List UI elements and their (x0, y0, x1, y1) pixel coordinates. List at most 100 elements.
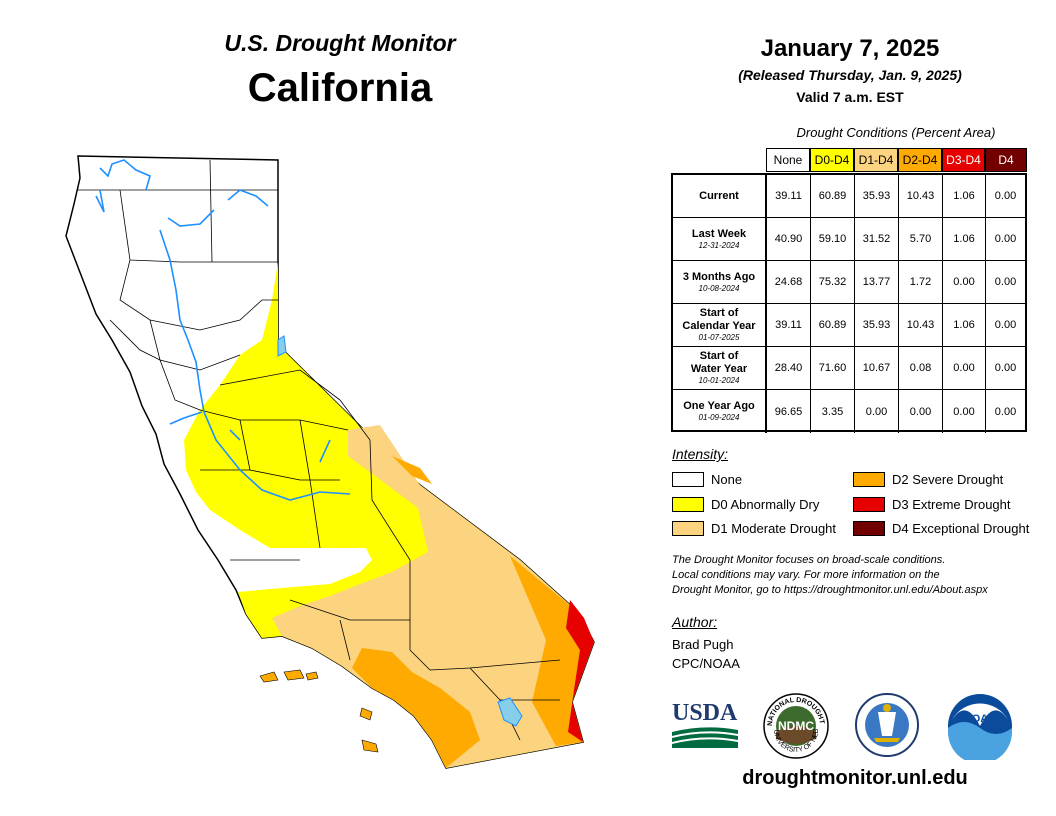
map-date: January 7, 2025 (760, 35, 940, 62)
table-row-current: Current 39.11 60.89 35.93 10.43 1.06 0.0… (673, 175, 1025, 218)
commerce-seal-logo (855, 693, 919, 757)
rivers (95, 159, 351, 501)
legend-label-none: None (711, 472, 743, 487)
table-cell: 0.00 (855, 390, 899, 433)
region-title: California (247, 66, 433, 110)
table-cell: 0.08 (899, 347, 943, 389)
salton-sea (497, 697, 523, 727)
table-cell: 39.11 (767, 175, 811, 217)
table-cell: 5.70 (899, 218, 943, 260)
noaa-logo: NOAA (948, 694, 1012, 760)
table-cell: 35.93 (855, 175, 899, 217)
table-cell: 28.40 (767, 347, 811, 389)
legend-swatch-d3 (853, 497, 885, 512)
row-date: 10-01-2024 (698, 376, 740, 385)
legend-label-d0: D0 Abnormally Dry (711, 497, 820, 512)
row-label: 3 Months Ago (682, 270, 756, 283)
col-header-d3-d4: D3-D4 (942, 148, 985, 172)
row-label: Last Week (691, 227, 747, 240)
row-label: Start of Water Year (690, 350, 748, 375)
legend-swatch-d1 (672, 521, 704, 536)
table-cell: 1.06 (943, 304, 986, 346)
table-cell: 0.00 (943, 347, 986, 389)
row-label: Start of Calendar Year (682, 307, 756, 332)
col-header-d4: D4 (985, 148, 1027, 172)
table-cell: 60.89 (811, 175, 855, 217)
d2-severe-drought-north (392, 456, 432, 484)
author-name: Brad Pugh (672, 637, 734, 652)
d2-severe-drought-south (352, 648, 480, 768)
author-org: CPC/NOAA (672, 656, 740, 671)
table-cell: 39.11 (767, 304, 811, 346)
legend-swatch-d4 (853, 521, 885, 536)
note-line-2: Local conditions may vary. For more info… (672, 569, 940, 581)
d1-moderate-drought-area (272, 425, 594, 768)
table-row-start-water-year: Start of Water Year 10-01-2024 28.40 71.6… (673, 347, 1025, 390)
row-date: 01-07-2025 (698, 333, 740, 342)
table-cell: 0.00 (943, 261, 986, 303)
table-cell: 0.00 (994, 233, 1017, 245)
channel-islands (259, 669, 379, 753)
legend-label-d2: D2 Severe Drought (892, 472, 1004, 487)
table-cell: 31.52 (855, 218, 899, 260)
table-cell: 35.93 (855, 304, 899, 346)
lake-tahoe (277, 335, 287, 357)
release-date: (Released Thursday, Jan. 9, 2025) (738, 67, 962, 83)
legend-label-d3: D3 Extreme Drought (892, 497, 1011, 512)
table-cell: 40.90 (767, 218, 811, 260)
table-cell: 10.67 (855, 347, 899, 389)
table-cell: 0.00 (943, 390, 986, 433)
usda-logo-text: USDA (672, 700, 738, 726)
legend-swatch-none (672, 472, 704, 487)
legend-label-d1: D1 Moderate Drought (711, 521, 837, 536)
col-header-d0-d4: D0-D4 (810, 148, 854, 172)
table-cell: 0.00 (994, 319, 1017, 331)
monitor-title: U.S. Drought Monitor (224, 30, 456, 56)
ndmc-logo-text: NDMC (778, 719, 814, 733)
legend-swatch-d2 (853, 472, 885, 487)
legend-swatch-d0 (672, 497, 704, 512)
table-cell: 1.72 (899, 261, 943, 303)
table-cell: 10.43 (899, 304, 943, 346)
col-header-d1-d4: D1-D4 (854, 148, 898, 172)
disclaimer-note: The Drought Monitor focuses on broad-sca… (672, 553, 1052, 598)
table-cell: 1.06 (943, 218, 986, 260)
conditions-table: Current 39.11 60.89 35.93 10.43 1.06 0.0… (671, 173, 1027, 433)
d3-extreme-drought-area (566, 600, 594, 742)
table-cell: 0.00 (994, 190, 1017, 202)
website-url[interactable]: droughtmonitor.unl.edu (742, 767, 968, 789)
table-cell: 13.77 (855, 261, 899, 303)
col-header-d2-d4: D2-D4 (898, 148, 942, 172)
table-cell: 0.00 (994, 405, 1017, 418)
table-cell: 59.10 (811, 218, 855, 260)
note-line-1: The Drought Monitor focuses on broad-sca… (672, 554, 946, 566)
table-cell: 71.60 (811, 347, 855, 389)
table-row-one-year-ago: One Year Ago 01-09-2024 96.65 3.35 0.00 0… (673, 390, 1025, 433)
table-cell: 0.00 (994, 362, 1017, 374)
table-cell: 0.00 (899, 390, 943, 433)
table-cell: 3.35 (811, 390, 855, 433)
table-cell: 1.06 (943, 175, 986, 217)
note-line-3: Drought Monitor, go to https://droughtmo… (672, 584, 988, 596)
table-cell: 10.43 (899, 175, 943, 217)
legend-label-d4: D4 Exceptional Drought (892, 521, 1030, 536)
row-date: 01-09-2024 (698, 413, 740, 422)
row-date: 10-08-2024 (698, 283, 740, 293)
author-title: Author: (672, 614, 718, 630)
table-row-last-week: Last Week 12-31-2024 40.90 59.10 31.52 5.… (673, 218, 1025, 261)
table-row-3-months-ago: 3 Months Ago 10-08-2024 24.68 75.32 13.77… (673, 261, 1025, 304)
conditions-caption: Drought Conditions (Percent Area) (796, 125, 996, 140)
table-cell: 96.65 (767, 390, 811, 433)
table-row-start-calendar-year: Start of Calendar Year 01-07-2025 39.11 6… (673, 304, 1025, 347)
county-boundaries (78, 159, 561, 741)
col-header-none: None (766, 148, 810, 172)
table-cell: 60.89 (811, 304, 855, 346)
ndmc-logo: NATIONAL DROUGHT MITIGATION CENTER UNIVE… (762, 692, 829, 759)
row-label: One Year Ago (683, 400, 755, 412)
usda-logo: USDA (672, 700, 738, 750)
table-cell: 0.00 (994, 276, 1017, 288)
usda-field-icon (672, 727, 738, 748)
legend-title: Intensity: (672, 446, 729, 462)
row-date: 12-31-2024 (698, 240, 740, 250)
valid-time: Valid 7 a.m. EST (796, 89, 904, 105)
